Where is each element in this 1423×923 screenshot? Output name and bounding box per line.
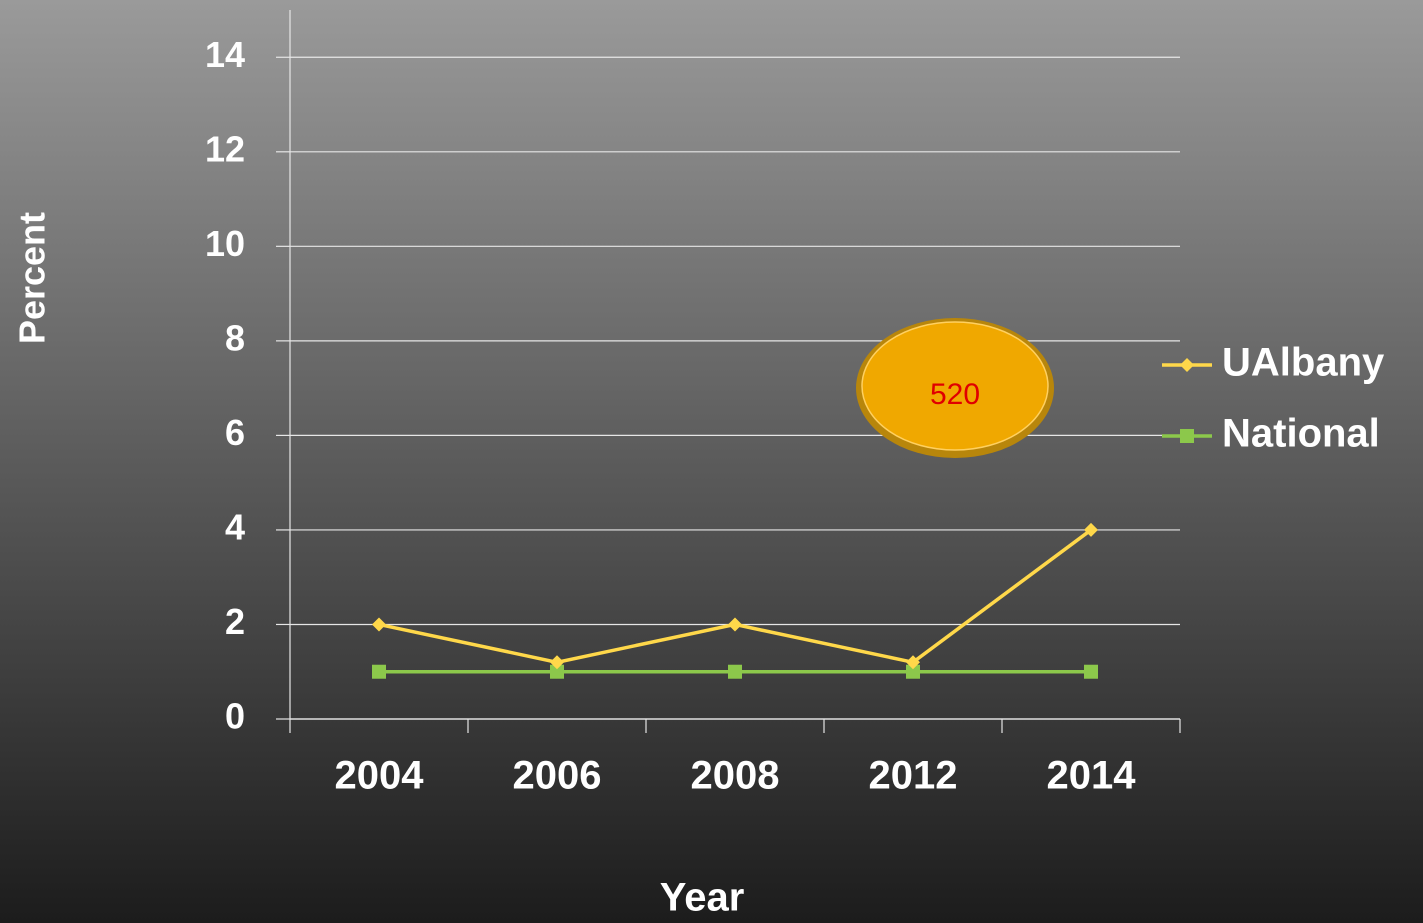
data-point xyxy=(728,664,742,679)
data-point xyxy=(906,664,920,679)
data-point xyxy=(1084,522,1098,537)
y-tick-label: 0 xyxy=(225,696,245,737)
legend-marker xyxy=(1180,358,1194,372)
data-point xyxy=(728,617,742,632)
legend-label: UAlbany xyxy=(1222,341,1385,385)
y-tick-label: 8 xyxy=(225,317,245,358)
y-axis-label: Percent xyxy=(12,212,53,344)
annotation-text: 520 xyxy=(930,378,980,411)
y-tick-label: 14 xyxy=(205,34,245,75)
legend-marker xyxy=(1180,429,1194,443)
y-tick-label: 12 xyxy=(205,128,245,169)
annotation-bubble xyxy=(861,321,1049,451)
x-tick-label: 2014 xyxy=(1047,754,1137,798)
y-tick-label: 2 xyxy=(225,601,245,642)
data-point xyxy=(906,655,920,670)
x-axis-label: Year xyxy=(660,876,745,920)
y-tick-label: 10 xyxy=(205,223,245,264)
data-point xyxy=(550,655,564,670)
y-tick-label: 4 xyxy=(225,506,245,547)
data-point xyxy=(1084,664,1098,679)
x-tick-label: 2004 xyxy=(335,754,425,798)
y-tick-label: 6 xyxy=(225,412,245,453)
data-point xyxy=(372,664,386,679)
legend-label: National xyxy=(1222,412,1380,456)
data-point xyxy=(550,664,564,679)
x-tick-label: 2008 xyxy=(691,754,780,798)
x-tick-label: 2012 xyxy=(869,754,958,798)
x-tick-label: 2006 xyxy=(513,754,602,798)
data-point xyxy=(372,617,386,632)
